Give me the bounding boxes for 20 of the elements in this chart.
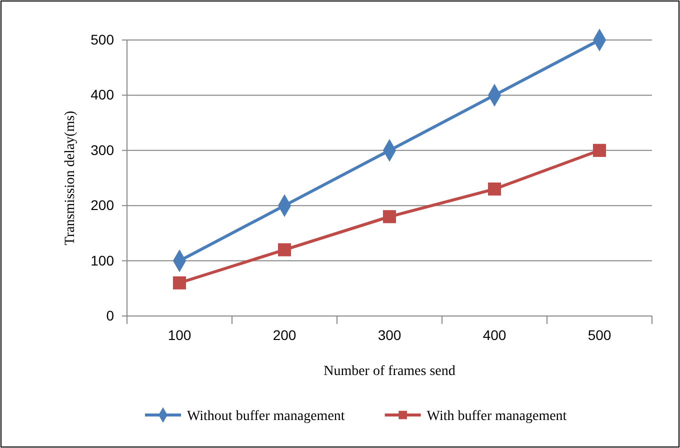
legend-label: Without buffer management [187, 409, 345, 424]
x-tick-label: 500 [588, 326, 612, 343]
point [278, 243, 292, 256]
y-tick-label: 100 [90, 252, 114, 268]
point [488, 182, 502, 196]
y-tick-label: 500 [90, 31, 114, 48]
x-tick-label: 200 [272, 326, 296, 343]
y-tick-label: 200 [90, 197, 114, 214]
x-axis-title: Number of frames send [324, 364, 456, 379]
x-tick-label: 400 [482, 326, 506, 343]
y-tick-label: 0 [106, 307, 114, 324]
legend-label: With buffer management [426, 409, 567, 424]
x-tick-label: 100 [168, 326, 192, 343]
point [382, 210, 396, 224]
y-axis-title: Transmission delay(ms) [63, 110, 78, 246]
y-tick-label: 400 [90, 86, 114, 103]
point [592, 144, 606, 157]
point [172, 276, 186, 290]
y-tick-label: 300 [90, 142, 114, 158]
x-tick-label: 300 [378, 326, 402, 343]
